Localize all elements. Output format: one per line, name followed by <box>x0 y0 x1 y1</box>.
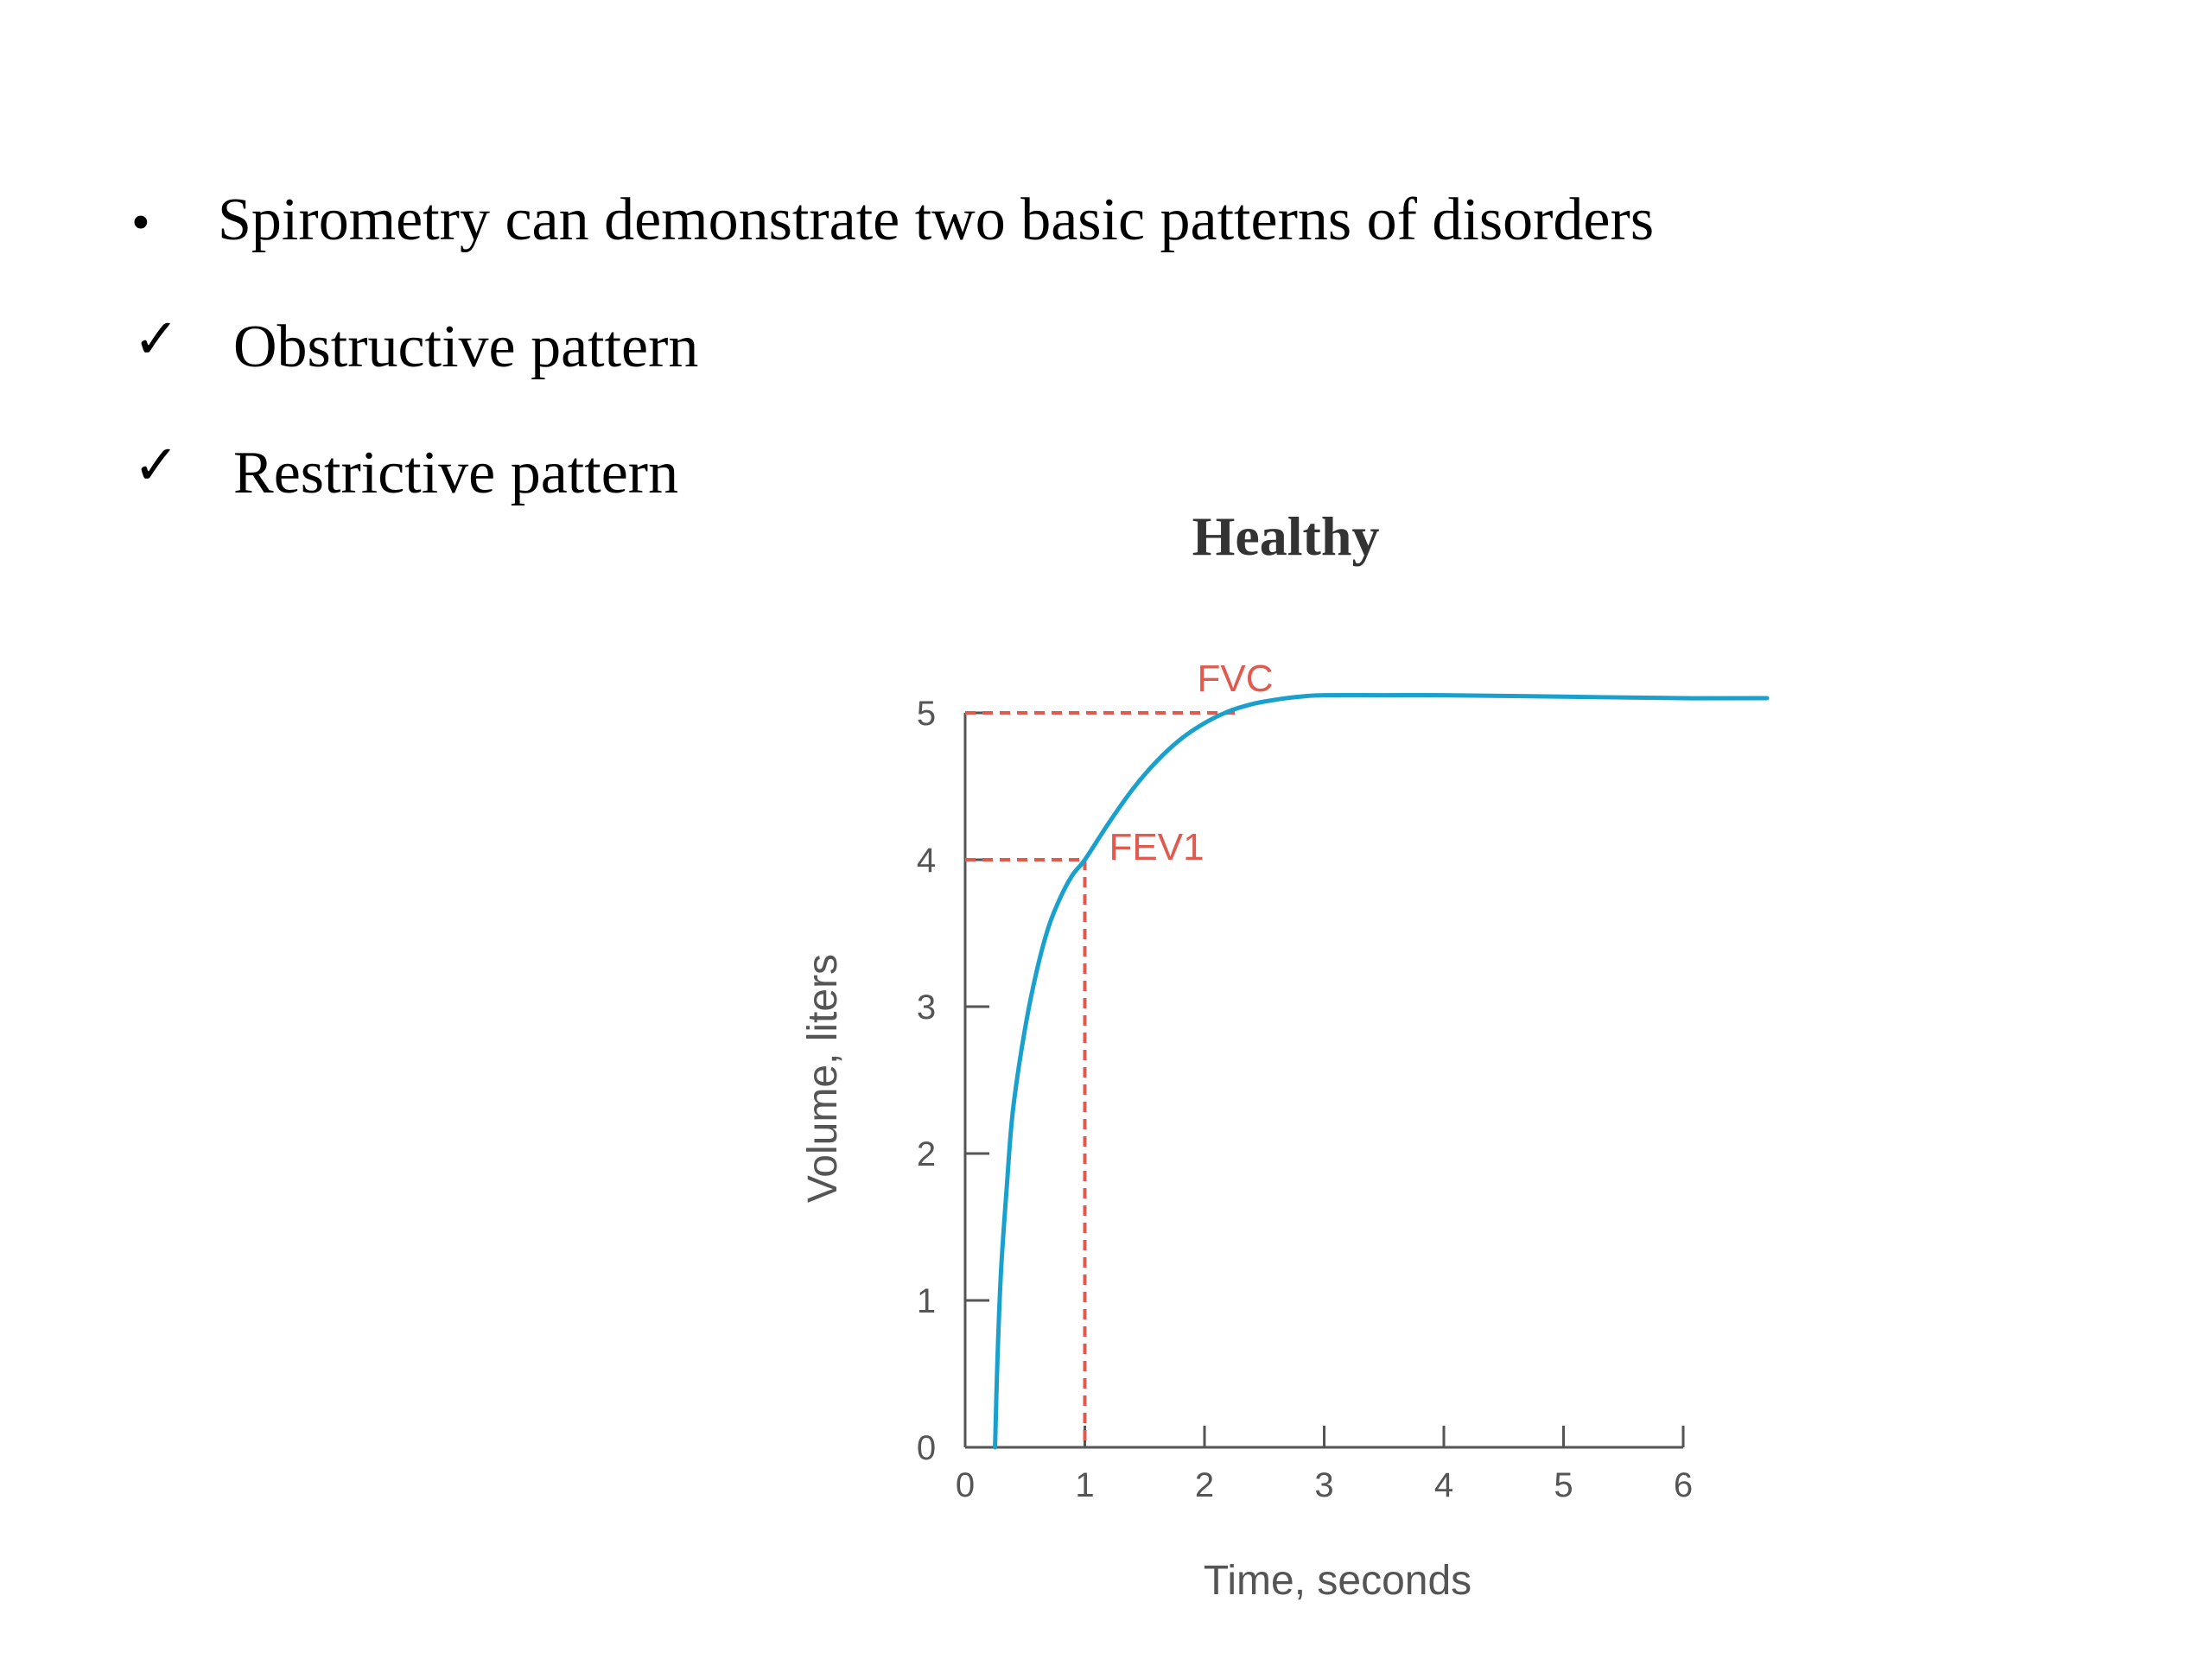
y-tick-label: 1 <box>917 1282 936 1320</box>
x-tick-label: 5 <box>1554 1466 1573 1504</box>
y-axis-label: Volume, liters <box>800 954 846 1203</box>
bullet-dot-icon: • <box>131 194 150 252</box>
x-tick-label: 2 <box>1195 1466 1214 1504</box>
y-tick-label: 0 <box>917 1429 936 1467</box>
y-tick-label: 4 <box>917 842 936 880</box>
chart-axes <box>963 711 1685 1449</box>
x-tick-label: 6 <box>1674 1466 1693 1504</box>
bullet-text: Obstructive pattern <box>233 314 699 380</box>
x-tick-label: 1 <box>1075 1466 1094 1504</box>
checkmark-icon: ✓ <box>133 434 180 498</box>
x-tick-label: 3 <box>1314 1466 1333 1504</box>
y-tick-label: 2 <box>917 1135 936 1173</box>
x-tick-label: 0 <box>956 1466 975 1504</box>
chart-labels: 0 1 2 3 4 5 0 1 2 3 4 5 6 FVC FEV1 <box>917 658 1693 1504</box>
x-tick-label: 4 <box>1434 1466 1453 1504</box>
checkmark-icon: ✓ <box>133 308 180 372</box>
bullet-list: • Spirometry can demonstrate two basic p… <box>0 0 2212 553</box>
bullet-text: Restrictive pattern <box>233 440 679 506</box>
y-tick-label: 3 <box>917 988 936 1027</box>
bullet-text: Spirometry can demonstrate two basic pat… <box>218 187 1655 253</box>
annotation-guides <box>965 711 1241 1447</box>
y-tick-label: 5 <box>917 695 936 733</box>
chart-series <box>993 692 1770 1450</box>
chart-title: Healthy <box>1192 505 1380 567</box>
annotation-label-fvc: FVC <box>1198 658 1274 700</box>
annotation-label-fev1: FEV1 <box>1109 826 1205 868</box>
x-axis-label: Time, seconds <box>1204 1558 1471 1604</box>
series-line-0 <box>993 692 1770 1450</box>
